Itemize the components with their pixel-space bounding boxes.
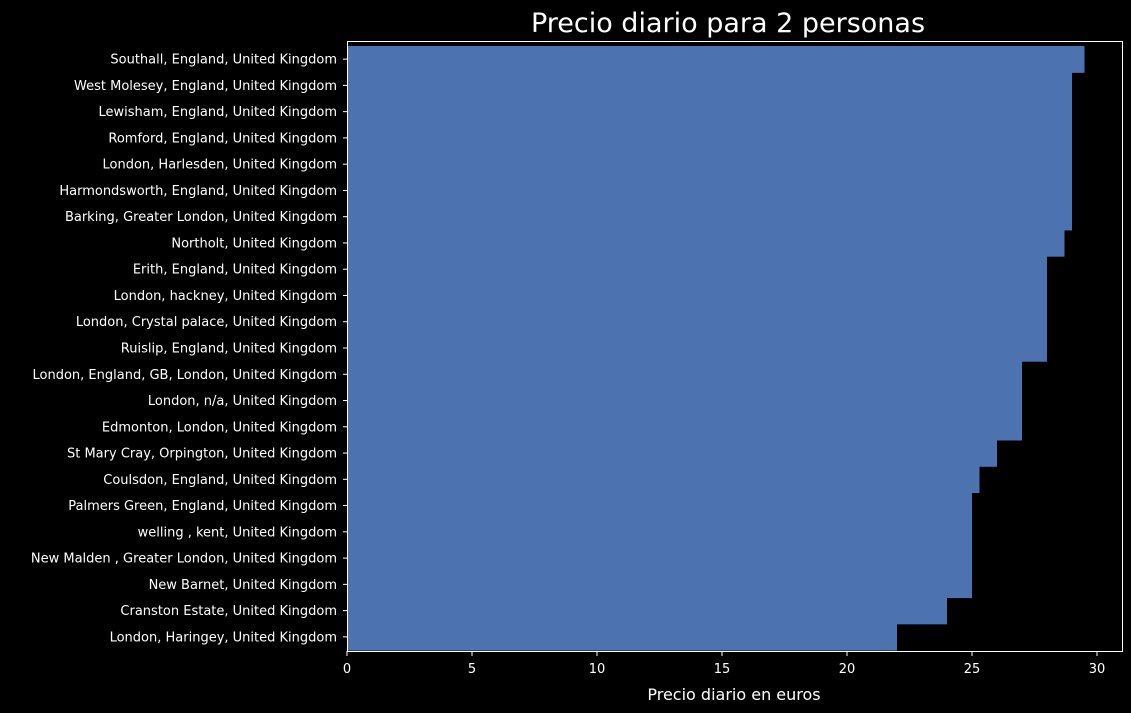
- category-label: Lewisham, England, United Kingdom: [98, 105, 337, 120]
- bar: [347, 98, 1072, 126]
- bar: [347, 439, 997, 467]
- bar: [347, 334, 1047, 362]
- bar: [347, 256, 1047, 283]
- category-label: Ruislip, England, United Kingdom: [121, 342, 337, 357]
- bar: [347, 72, 1072, 100]
- y-axis-labels: Southall, England, United Kingdom West Mo…: [31, 53, 347, 645]
- category-label: London, Haringey, United Kingdom: [110, 630, 337, 645]
- category-label: London, n/a, United Kingdom: [148, 394, 337, 409]
- bars-group: [347, 46, 1085, 651]
- bar: [347, 623, 897, 651]
- bar: [347, 413, 1022, 441]
- bar: [347, 151, 1072, 178]
- category-label: Barking, Greater London, United Kingdom: [65, 210, 337, 225]
- chart-title: Precio diario para 2 personas: [531, 8, 925, 39]
- category-label: London, England, GB, London, United King…: [33, 368, 337, 383]
- x-tick-label: 5: [468, 662, 476, 677]
- bar: [347, 387, 1022, 415]
- category-label: welling , kent, United Kingdom: [138, 525, 337, 540]
- plot-frame: [347, 41, 1123, 652]
- bar: [347, 518, 972, 546]
- x-tick-label: 20: [839, 662, 856, 677]
- category-label: New Barnet, United Kingdom: [149, 578, 337, 593]
- bar: [347, 203, 1072, 231]
- x-tick-label: 25: [964, 662, 981, 677]
- category-label: Southall, England, United Kingdom: [110, 53, 337, 68]
- category-label: London, Crystal palace, United Kingdom: [76, 315, 337, 330]
- bar: [347, 124, 1072, 152]
- bar: [347, 361, 1022, 388]
- bar: [347, 544, 972, 572]
- x-tick-label: 30: [1089, 662, 1106, 677]
- category-label: Northolt, United Kingdom: [171, 236, 337, 251]
- category-label: London, Harlesden, United Kingdom: [103, 158, 337, 173]
- category-label: London, hackney, United Kingdom: [114, 289, 337, 304]
- bar: [347, 282, 1047, 310]
- bar: [347, 308, 1047, 336]
- bar: [347, 597, 947, 625]
- x-axis-label: Precio diario en euros: [647, 685, 820, 704]
- x-axis-ticks: 0 5 10 15 20 25 30: [343, 651, 1105, 677]
- category-label: New Malden , Greater London, United King…: [31, 552, 337, 567]
- category-label: West Molesey, England, United Kingdom: [74, 79, 337, 94]
- category-label: Harmondsworth, England, United Kingdom: [59, 184, 337, 199]
- category-label: St Mary Cray, Orpington, United Kingdom: [67, 447, 337, 462]
- bar: [347, 229, 1065, 257]
- bar: [347, 46, 1085, 73]
- category-label: Palmers Green, England, United Kingdom: [68, 499, 337, 514]
- bar: [347, 466, 980, 494]
- x-tick-label: 15: [714, 662, 731, 677]
- x-tick-label: 0: [343, 662, 351, 677]
- category-label: Edmonton, London, United Kingdom: [102, 420, 337, 435]
- category-label: Erith, England, United Kingdom: [133, 263, 337, 278]
- category-label: Romford, England, United Kingdom: [108, 131, 337, 146]
- bar: [347, 571, 972, 599]
- category-label: Cranston Estate, United Kingdom: [120, 604, 337, 619]
- x-tick-label: 10: [589, 662, 606, 677]
- category-label: Coulsdon, England, United Kingdom: [103, 473, 337, 488]
- bar: [347, 492, 972, 520]
- bar: [347, 177, 1072, 205]
